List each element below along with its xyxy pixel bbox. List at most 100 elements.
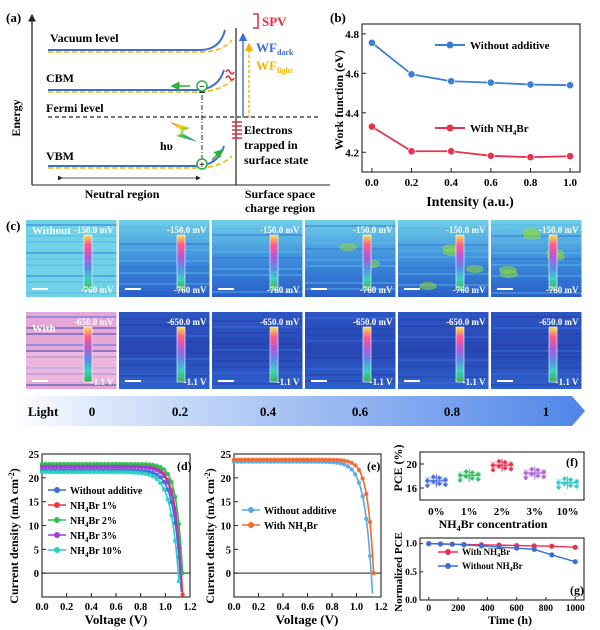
jv-point [253,457,259,462]
row-without-label: Without [32,225,71,237]
panel-f-label: (f) [566,455,578,469]
jv-point [139,470,145,476]
kpfm-tile-bg [398,220,489,297]
box-point [574,484,580,490]
kpfm-colorbar [362,234,372,291]
kpfm-image-grid: -150.0 mV-760 mV-150.0 mV-760 mV-150.0 m… [26,220,582,389]
jv-point [327,457,332,463]
jv-point [117,469,122,475]
kpfm-texture [398,336,489,338]
kpfm-texture [119,260,210,262]
jv-point [250,457,255,462]
jv-point [334,457,340,463]
jv-point [128,470,133,475]
jv-point [169,491,174,497]
box-point [496,463,502,469]
hole-sign: + [199,160,205,171]
legend-text: NH4Br 3% [70,531,117,544]
jv-point [76,469,82,475]
chart-g-point [478,543,485,549]
jv-point [154,476,159,482]
jv-point [39,469,45,475]
jv-point [95,469,100,475]
box-point [424,483,430,489]
electrons-trapped-line3: surface state [244,153,309,167]
kpfm-tile-bg [398,312,489,389]
kpfm-texture [26,350,117,352]
kpfm-texture [26,316,117,318]
kpfm-max-label: -150.0 mV [446,225,486,235]
chart-b-ytick-label: 4.8 [345,29,359,41]
jv-point [331,457,336,463]
kpfm-texture [212,274,303,276]
energy-axis-label: Energy [9,99,23,136]
box-point [490,467,496,473]
chart-b-point [407,70,416,79]
cbm-label: CBM [46,71,74,85]
chart-f-category: 2% [494,506,511,518]
kpfm-texture [398,273,489,275]
jv-point [338,458,343,463]
jv-point [150,466,156,471]
row-with-label: With [32,323,56,335]
jv-point [50,464,56,470]
jv-point [165,480,170,485]
light-label: Light [28,404,59,419]
kpfm-max-label: -150.0 mV [353,225,393,235]
box-point [502,465,508,471]
chart-f-frame [419,451,585,501]
kpfm-texture [491,264,582,266]
chart-xtick-label: 0.2 [252,602,265,613]
chart-ytick-label: 25 [29,450,40,461]
jv-point [353,472,358,477]
jv-point [80,464,85,470]
kpfm-tile-bg [305,312,396,389]
chart-b-point [486,151,495,160]
chart-f-category: 1% [461,506,478,518]
kpfm-colorbar [548,326,558,383]
box-point [541,474,547,480]
light-bolt-icon [170,122,198,142]
jv-point [113,464,119,470]
chart-f: PCE (%) 16 20 0% 1% 2% 3% 10% (f) NH4Br concen… [391,445,585,533]
jv-point [147,469,152,475]
kpfm-texture [398,376,489,378]
box-point [535,467,541,473]
chart-b-xtick-label: 0.4 [444,177,458,189]
kpfm-texture [212,320,303,322]
legend-text: NH4Br 10% [70,546,122,559]
kpfm-texture [398,359,489,361]
box-point [457,472,463,478]
jv-point [349,460,354,466]
chart-b-xtick-label: 0.0 [365,177,379,189]
jv-point [297,457,303,462]
kpfm-texture [119,324,210,326]
jv-point [84,469,89,475]
kpfm-tile: -650.0 mV -1.1 V [212,312,303,389]
vbm-light [48,155,233,169]
kpfm-texture [305,265,396,267]
kpfm-texture [305,351,396,353]
legend-text: NH4Br 2% [70,516,117,529]
kpfm-min-label: -760 mV [81,285,114,295]
jv-point [99,464,104,470]
jv-point [154,463,159,468]
box-point [529,466,535,472]
electrons-trapped-line1: Electrons [244,123,293,137]
kpfm-texture [26,281,117,283]
jv-point [242,457,248,462]
jv-point [139,461,145,467]
kpfm-colorbar [269,234,279,291]
vacuum-level-light [48,39,233,53]
kpfm-texture [398,365,489,367]
kpfm-texture [119,243,210,245]
kpfm-green-patch [466,265,484,273]
kpfm-colorbar [269,326,279,383]
kpfm-texture [26,275,117,277]
kpfm-texture [119,381,210,383]
kpfm-green-patch [499,266,517,274]
jv-point [169,513,174,518]
kpfm-texture [305,368,396,370]
kpfm-texture [212,234,303,236]
electrons-trapped-line2: trapped in [244,138,298,152]
